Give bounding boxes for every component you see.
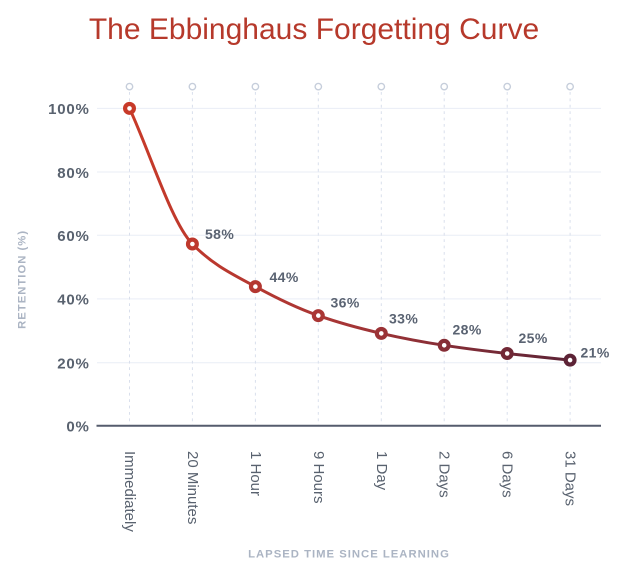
- svg-text:20 Minutes: 20 Minutes: [184, 451, 201, 524]
- svg-text:1 Hour: 1 Hour: [247, 451, 264, 496]
- svg-text:9 Hours: 9 Hours: [310, 451, 327, 504]
- svg-text:36%: 36%: [331, 295, 360, 311]
- svg-text:80%: 80%: [57, 165, 89, 182]
- svg-text:The Ebbinghaus Forgetting Curv: The Ebbinghaus Forgetting Curve: [89, 13, 539, 46]
- svg-text:RETENTION (%): RETENTION (%): [17, 230, 29, 329]
- svg-text:31 Days: 31 Days: [562, 451, 579, 506]
- svg-text:25%: 25%: [519, 330, 548, 346]
- svg-text:1 Day: 1 Day: [373, 451, 390, 491]
- svg-text:6 Days: 6 Days: [499, 451, 516, 498]
- svg-text:LAPSED TIME SINCE LEARNING: LAPSED TIME SINCE LEARNING: [248, 549, 450, 561]
- svg-text:40%: 40%: [57, 292, 89, 309]
- svg-text:58%: 58%: [205, 226, 234, 242]
- svg-text:20%: 20%: [57, 356, 89, 373]
- svg-text:33%: 33%: [389, 311, 418, 327]
- svg-text:60%: 60%: [57, 228, 89, 245]
- svg-text:44%: 44%: [270, 269, 299, 285]
- svg-text:Immediately: Immediately: [121, 451, 138, 532]
- svg-text:100%: 100%: [48, 101, 90, 118]
- svg-text:2 Days: 2 Days: [436, 451, 453, 498]
- svg-text:0%: 0%: [66, 419, 89, 436]
- svg-text:28%: 28%: [453, 322, 482, 338]
- svg-text:21%: 21%: [581, 345, 610, 361]
